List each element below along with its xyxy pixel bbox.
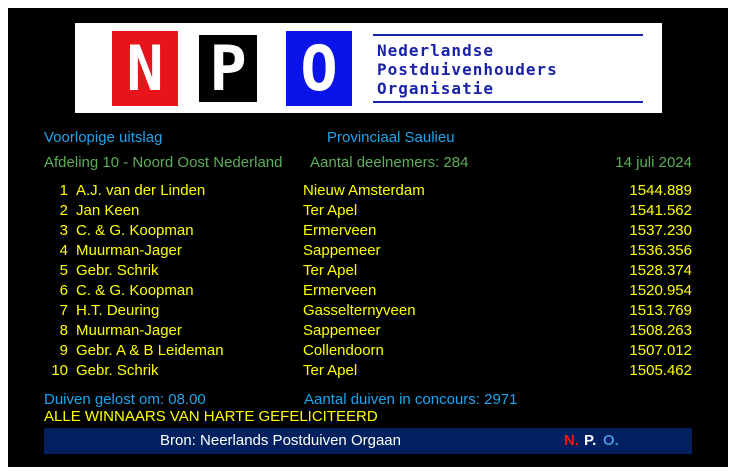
race-date: 14 juli 2024	[615, 154, 692, 171]
fancier-name: Muurman-Jager	[76, 322, 182, 339]
rank: 10	[51, 362, 68, 379]
logo-line: Nederlandse	[377, 41, 494, 60]
fancier-name: Gebr. Schrik	[76, 262, 159, 279]
speed: 1505.462	[629, 362, 692, 379]
npo-logo: N P O Nederlandse Postduivenhouders Orga…	[75, 23, 662, 113]
speed: 1528.374	[629, 262, 692, 279]
fancier-name: Gebr. A & B Leideman	[76, 342, 224, 359]
bird-count: Aantal duiven in concours: 2971	[304, 391, 518, 408]
fancier-name: Muurman-Jager	[76, 242, 182, 259]
place: Nieuw Amsterdam	[303, 182, 425, 199]
release-time: Duiven gelost om: 08.00	[44, 391, 206, 408]
rank: 9	[59, 342, 68, 359]
place: Collendoorn	[303, 342, 384, 359]
logo-divider	[373, 34, 643, 36]
rank: 4	[59, 242, 68, 259]
place: Ter Apel	[303, 262, 358, 279]
place: Ermerveen	[303, 282, 377, 299]
fancier-name: C. & G. Koopman	[76, 282, 194, 299]
result-row: 8 Muurman-Jager Sappemeer 1508.263	[44, 322, 692, 342]
place: Ermerveen	[303, 222, 377, 239]
fancier-name: Jan Keen	[76, 202, 140, 219]
speed: 1513.769	[629, 302, 692, 319]
result-row: 4 Muurman-Jager Sappemeer 1536.356	[44, 242, 692, 262]
result-row: 10 Gebr. Schrik Ter Apel 1505.462	[44, 362, 692, 382]
rank: 2	[59, 202, 68, 219]
logo-line: Postduivenhouders	[377, 60, 558, 79]
logo-p-block: P	[195, 31, 261, 106]
place: Gasselternyveen	[303, 302, 416, 319]
page-title: Voorlopige uitslag	[44, 129, 163, 146]
speed: 1508.263	[629, 322, 692, 339]
result-row: 7 H.T. Deuring Gasselternyveen 1513.769	[44, 302, 692, 322]
rank: 8	[59, 322, 68, 339]
rank: 7	[59, 302, 68, 319]
fancier-name: C. & G. Koopman	[76, 222, 194, 239]
logo-o-block: O	[286, 31, 352, 106]
speed: 1520.954	[629, 282, 692, 299]
rank: 6	[59, 282, 68, 299]
afdeling: Afdeling 10 - Noord Oost Nederland	[44, 154, 283, 171]
fancier-name: Gebr. Schrik	[76, 362, 159, 379]
npo-o: O.	[603, 432, 619, 449]
result-row: 6 C. & G. Koopman Ermerveen 1520.954	[44, 282, 692, 302]
result-row: 2 Jan Keen Ter Apel 1541.562	[44, 202, 692, 222]
speed: 1536.356	[629, 242, 692, 259]
rank: 5	[59, 262, 68, 279]
participants: Aantal deelnemers: 284	[310, 154, 469, 171]
npo-n: N.	[564, 432, 579, 449]
speed: 1544.889	[629, 182, 692, 199]
logo-divider	[373, 101, 643, 103]
speed: 1537.230	[629, 222, 692, 239]
result-row: 1 A.J. van der Linden Nieuw Amsterdam 15…	[44, 182, 692, 202]
place: Sappemeer	[303, 322, 381, 339]
rank: 1	[59, 182, 68, 199]
place: Ter Apel	[303, 362, 358, 379]
rank: 3	[59, 222, 68, 239]
source-bar: Bron: Neerlands Postduiven Orgaan N. P. …	[44, 428, 692, 454]
result-row: 5 Gebr. Schrik Ter Apel 1528.374	[44, 262, 692, 282]
place: Ter Apel	[303, 202, 358, 219]
result-row: 9 Gebr. A & B Leideman Collendoorn 1507.…	[44, 342, 692, 362]
speed: 1507.012	[629, 342, 692, 359]
race-name: Provinciaal Saulieu	[327, 129, 455, 146]
logo-line: Organisatie	[377, 79, 494, 98]
result-row: 3 C. & G. Koopman Ermerveen 1537.230	[44, 222, 692, 242]
speed: 1541.562	[629, 202, 692, 219]
source-text: Bron: Neerlands Postduiven Orgaan	[160, 432, 401, 449]
congrats: ALLE WINNAARS VAN HARTE GEFELICITEERD	[44, 408, 378, 425]
fancier-name: A.J. van der Linden	[76, 182, 206, 199]
fancier-name: H.T. Deuring	[76, 302, 160, 319]
place: Sappemeer	[303, 242, 381, 259]
logo-n-block: N	[112, 31, 178, 106]
npo-p: P.	[584, 432, 597, 449]
